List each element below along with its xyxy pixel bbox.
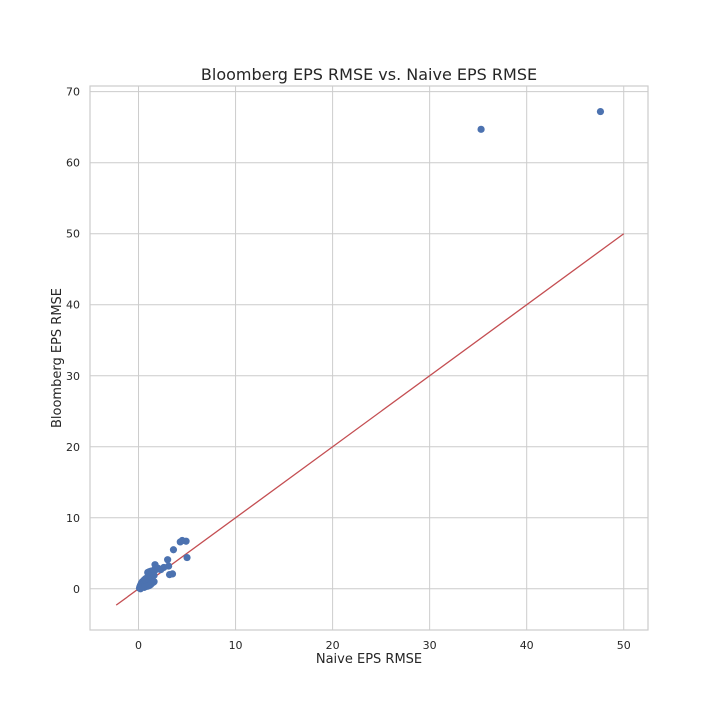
x-axis-label: Naive EPS RMSE [316,652,422,667]
x-tick-label: 30 [423,639,437,652]
x-tick-label: 40 [520,639,534,652]
reference-line-layer [115,233,625,606]
data-point [183,553,191,562]
y-tick-label: 20 [66,441,80,454]
y-tick-label: 50 [66,228,80,241]
chart-title: Bloomberg EPS RMSE vs. Naive EPS RMSE [201,65,537,84]
y-tick-label: 0 [73,583,80,596]
data-point [165,562,173,570]
grid-lines [90,86,648,630]
data-point [596,107,605,116]
data-point [182,537,190,545]
reference-line [115,233,625,606]
y-tick-label: 70 [66,86,80,99]
plot-frame [89,85,649,631]
y-axis-label: Bloomberg EPS RMSE [50,288,65,428]
x-tick-label: 20 [326,639,340,652]
data-point [168,570,177,578]
data-point [169,546,178,554]
data-point [477,125,485,133]
data-point [150,571,158,579]
data-points [135,107,605,593]
x-tick-label: 0 [135,639,142,652]
y-tick-label: 10 [66,512,80,525]
x-tick-label: 10 [229,639,243,652]
x-tick-label: 50 [617,639,631,652]
data-point [164,556,172,564]
x-tick-labels: 0 10 20 30 40 50 [135,639,631,652]
y-tick-label: 30 [66,370,80,383]
y-tick-label: 60 [66,157,80,170]
data-point [150,578,158,586]
y-tick-label: 40 [66,299,80,312]
y-tick-labels: 0 10 20 30 40 50 60 70 [66,86,80,596]
